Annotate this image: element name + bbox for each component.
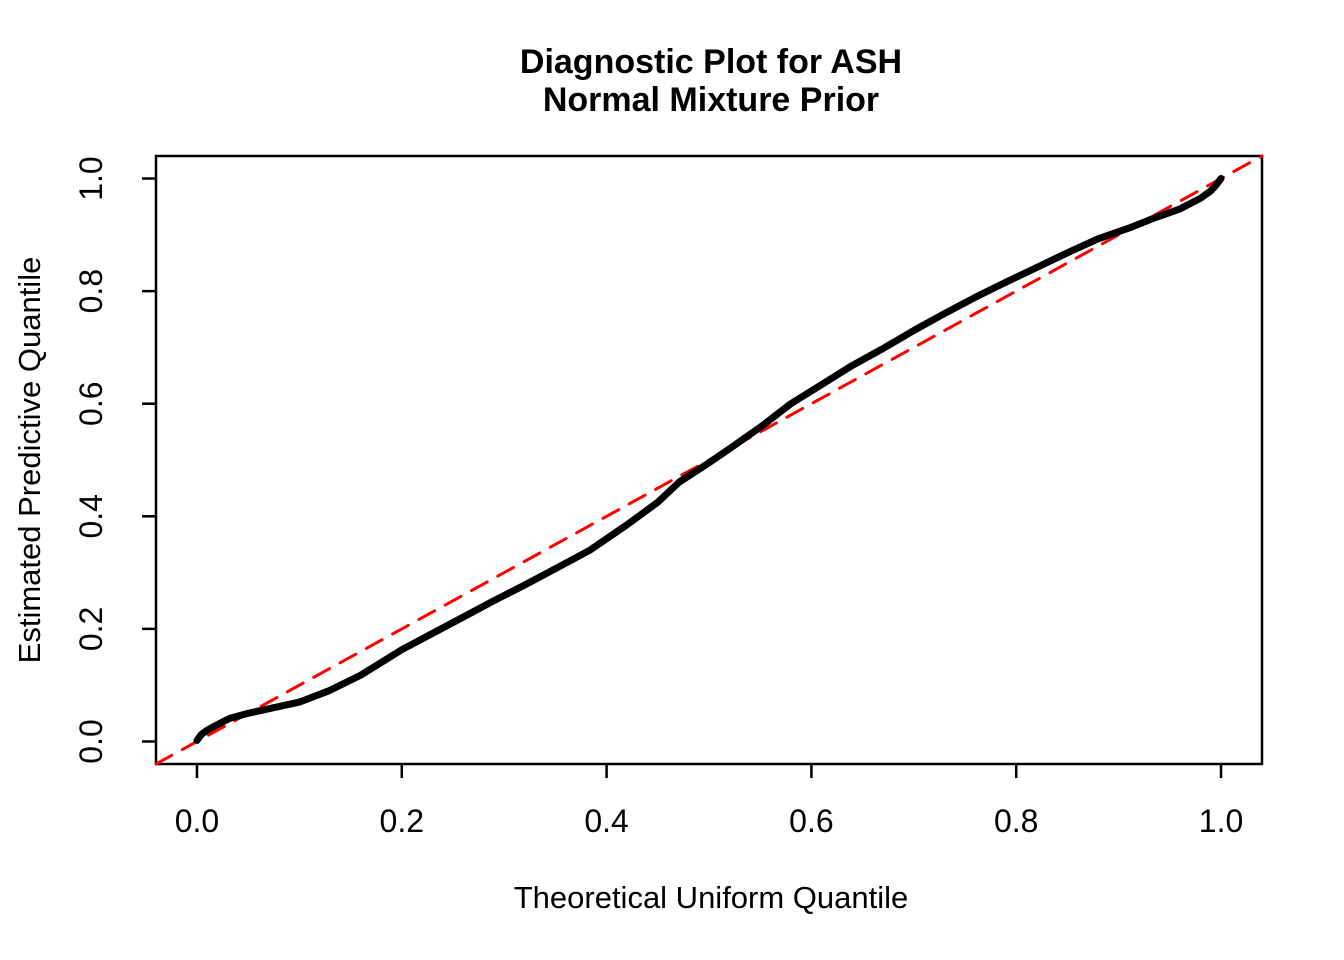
y-axis-title: Estimated Predictive Quantile [12, 257, 47, 664]
x-axis-title: Theoretical Uniform Quantile [514, 880, 909, 915]
estimated-quantile-curve [193, 175, 1225, 744]
plot-frame [154, 154, 1264, 766]
x-tick-label: 0.8 [994, 803, 1038, 839]
plot-title-line2: Normal Mixture Prior [543, 81, 879, 119]
y-tick-label: 0.8 [73, 269, 109, 313]
plot-area: 0.0 0.2 0.4 0.6 0.8 1.0 0.0 0.2 0.4 0.6 0.8 1.0 [73, 154, 1264, 839]
x-tick-label: 1.0 [1199, 803, 1243, 839]
y-tick-label: 0.2 [73, 607, 109, 651]
y-tick-label: 0.4 [73, 494, 109, 538]
y-tick-label: 0.0 [73, 719, 109, 763]
x-tick-label: 0.6 [789, 803, 833, 839]
x-tick-label: 0.4 [584, 803, 628, 839]
plot-title-line1: Diagnostic Plot for ASH [520, 43, 902, 81]
x-tick-label: 0.0 [175, 803, 219, 839]
x-tick-label: 0.2 [380, 803, 424, 839]
y-tick-label: 1.0 [73, 156, 109, 200]
y-tick-label: 0.6 [73, 381, 109, 425]
